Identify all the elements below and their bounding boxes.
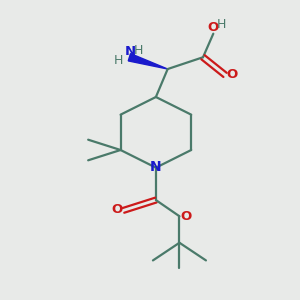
Text: H: H (217, 18, 226, 32)
Text: O: O (208, 21, 219, 34)
Text: O: O (227, 68, 238, 81)
Text: O: O (180, 210, 191, 223)
Text: N: N (125, 45, 136, 58)
Text: H: H (134, 44, 143, 57)
Text: O: O (111, 203, 123, 216)
Polygon shape (128, 54, 168, 69)
Text: H: H (113, 54, 123, 67)
Text: N: N (150, 160, 162, 174)
